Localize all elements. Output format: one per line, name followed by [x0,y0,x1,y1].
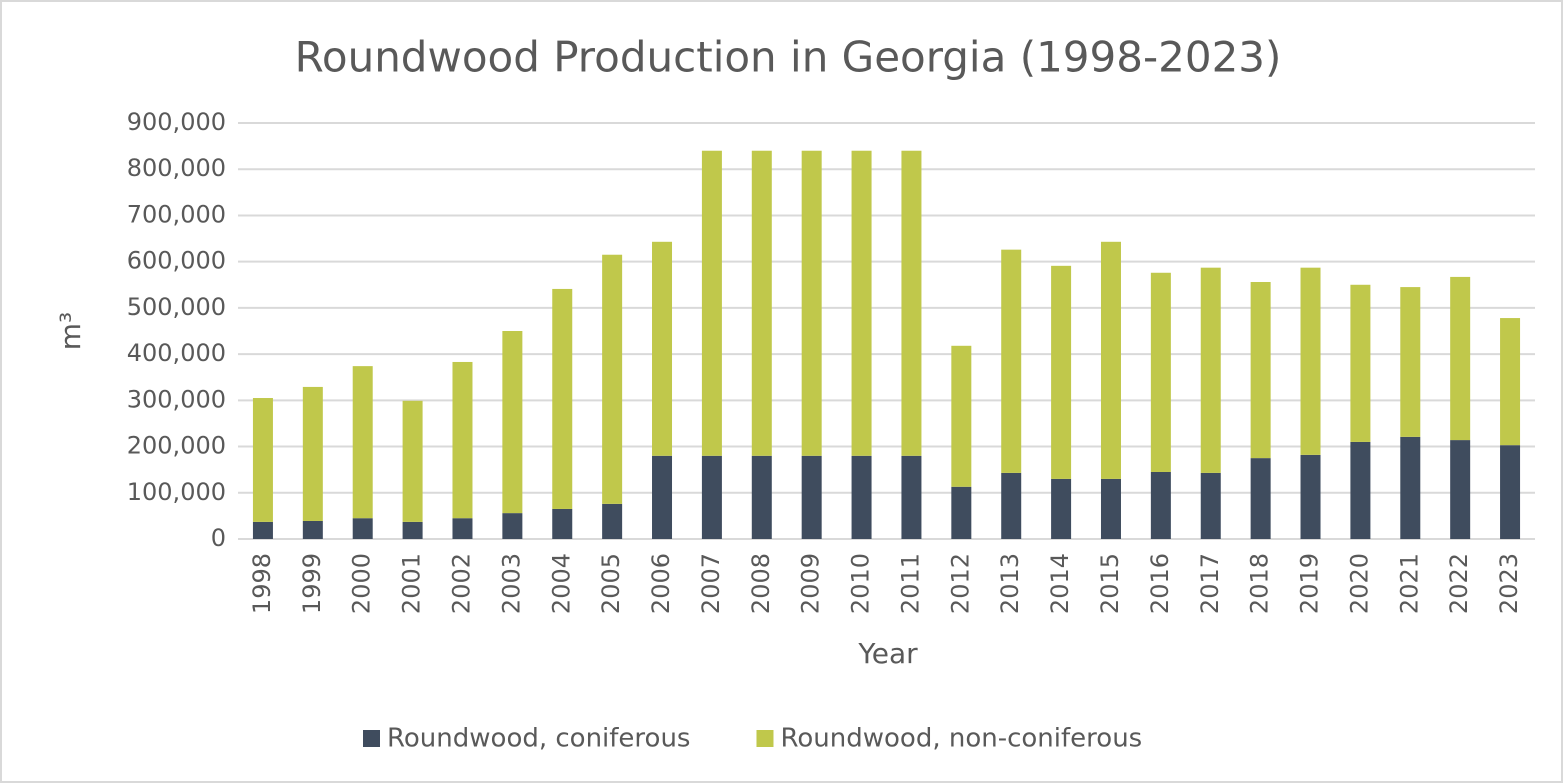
bar [352,518,373,539]
chart-title: Roundwood Production in Georgia (1998-20… [295,33,1282,82]
y-tick-label: 500,000 [127,293,226,321]
bar [1250,282,1271,459]
bar [1400,287,1421,437]
x-tick-label: 2023 [1495,553,1523,614]
x-axis-label: Year [857,637,918,670]
bar [1450,440,1471,539]
bar [751,455,772,539]
x-tick-label: 2010 [847,553,875,614]
bar [851,455,872,539]
x-tick-label: 2013 [996,553,1024,614]
y-axis-label: m³ [54,312,87,351]
y-tick-label: 0 [211,524,226,552]
bar [1500,318,1521,446]
x-tick-label: 2020 [1345,553,1373,614]
y-tick-label: 100,000 [127,478,226,506]
x-tick-label: 1998 [248,553,276,614]
bar [1250,458,1271,539]
x-tick-label: 2019 [1296,553,1324,614]
bar [801,455,822,539]
bar [602,254,623,504]
legend-swatch [363,730,380,747]
x-tick-label: 2014 [1046,553,1074,614]
x-tick-label: 2021 [1395,553,1423,614]
x-tick-label: 2018 [1246,553,1274,614]
legend-swatch [756,730,774,747]
bar [1200,472,1221,539]
bar [1100,478,1121,539]
bar [1200,267,1221,473]
bar [851,150,872,456]
bar [951,345,972,487]
y-tick-label: 400,000 [127,339,226,367]
bar [302,386,323,521]
bar [252,398,273,522]
x-tick-label: 1999 [298,553,326,614]
y-tick-label: 600,000 [127,247,226,275]
bar [1051,478,1072,539]
bar [1150,471,1171,539]
x-tick-label: 2009 [797,553,825,614]
legend-label: Roundwood, coniferous [387,724,690,754]
bar [701,150,722,456]
bar [652,241,673,456]
y-tick-label: 900,000 [127,108,226,136]
bar [701,455,722,539]
bar [1001,472,1022,539]
bar [1350,284,1371,442]
bar [801,150,822,456]
y-tick-label: 300,000 [127,385,226,413]
x-tick-label: 2001 [398,553,426,614]
x-tick-label: 2004 [547,553,575,614]
x-tick-label: 2011 [896,553,924,614]
x-tick-label: 2008 [747,553,775,614]
bar [652,455,673,539]
bar [352,366,373,519]
bar [1350,441,1371,539]
bar [1001,249,1022,473]
x-tick-label: 2003 [497,553,525,614]
x-tick-label: 2016 [1146,553,1174,614]
x-tick-label: 2002 [447,553,475,614]
x-tick-label: 2022 [1445,553,1473,614]
bar [1100,241,1121,479]
bar [402,521,423,539]
bar [1450,276,1471,441]
bar [1150,272,1171,472]
x-tick-label: 2006 [647,553,675,614]
bar [552,508,573,539]
bar [452,361,473,519]
bar [502,513,523,539]
bar [602,503,623,539]
bar [901,455,922,539]
x-tick-label: 2000 [348,553,376,614]
x-tick-label: 2015 [1096,553,1124,614]
bar [1300,267,1321,455]
bar [1051,265,1072,479]
y-tick-label: 700,000 [127,200,226,228]
legend-label: Roundwood, non-coniferous [780,724,1142,754]
x-tick-label: 2007 [697,553,725,614]
y-tick-label: 200,000 [127,432,226,460]
bar [1300,454,1321,539]
bar [751,150,772,456]
bar [901,150,922,456]
bar [302,520,323,539]
x-tick-label: 2005 [597,553,625,614]
bar [452,518,473,539]
bar [951,486,972,539]
bar [1400,436,1421,539]
bar [552,288,573,509]
y-tick-label: 800,000 [127,154,226,182]
bar [1500,445,1521,539]
x-tick-label: 2017 [1196,553,1224,614]
bar [502,331,523,514]
x-tick-label: 2012 [946,553,974,614]
bar [402,400,423,522]
bar [252,521,273,539]
